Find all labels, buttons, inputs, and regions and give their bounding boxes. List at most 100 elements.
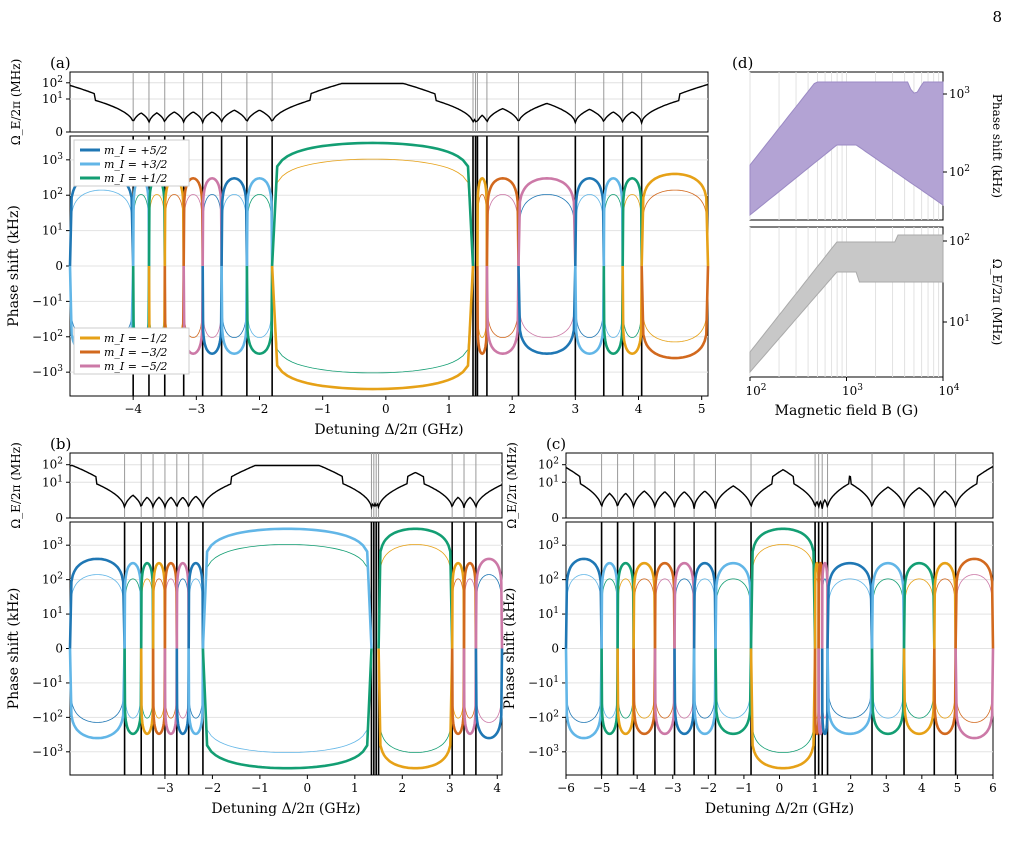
phase-lobe-upper-b-6 <box>187 561 205 649</box>
phase-thin-upper-c-15 <box>933 578 956 649</box>
phase-lobe-upper-c-4 <box>653 561 676 649</box>
phase-lobe-lower-c-2 <box>616 648 635 736</box>
phase-thin-upper-c-2 <box>617 578 634 649</box>
phase-thin-lower-a-15 <box>603 265 624 338</box>
omega-ylabel-c: Ω_E/2π (MHz) <box>505 442 519 529</box>
phase-lobe-lower-c-4 <box>653 648 676 736</box>
phase-thin-upper-b-3 <box>152 578 166 649</box>
xtick-label-a-3: −1 <box>314 402 332 416</box>
phase-thin-upper-a-5 <box>202 194 222 267</box>
xlabel-c: Detuning Δ/2π (GHz) <box>705 801 854 817</box>
phase-lobe-upper-c-5 <box>673 561 696 649</box>
phase-thin-lower-c-15 <box>933 648 956 719</box>
phase-lobe-lower-a-15 <box>602 265 624 356</box>
phase-lobe-upper-a-8 <box>270 141 475 267</box>
xtick-label-a-9: 5 <box>698 402 706 416</box>
xtick-label-c-4: −2 <box>699 781 717 795</box>
xtick-label-c-0: −6 <box>557 781 575 795</box>
phase-thin-upper-b-12 <box>451 578 465 649</box>
phase-thin-lower-b-14 <box>475 648 503 723</box>
d-xlabel: Magnetic field B (G) <box>775 403 919 419</box>
phase-ytick-label-c-2: 101 <box>538 606 559 621</box>
phase-lobe-upper-a-4 <box>182 176 204 267</box>
d-bottom-ylabel: Ω_E/2π (MHz) <box>990 259 1004 346</box>
legend-label-1: m_I = +3/2 <box>104 158 167 171</box>
xtick-label-c-10: 4 <box>918 781 926 795</box>
phase-lobe-lower-a-6 <box>220 265 249 356</box>
phase-thin-lower-c-16 <box>955 648 994 723</box>
phase-lobe-lower-c-14 <box>902 648 936 736</box>
phase-lobe-upper-a-12 <box>485 176 520 267</box>
omega-frame-c <box>565 452 994 519</box>
panel-label-b: (b) <box>50 435 71 453</box>
phase-thin-lower-b-1 <box>124 648 142 719</box>
phase-lobe-lower-a-11 <box>476 265 489 356</box>
phase-lobe-upper-c-15 <box>933 561 957 649</box>
xtick-label-c-8: 2 <box>847 781 855 795</box>
phase-thin-lower-b-12 <box>451 648 465 719</box>
xtick-label-c-9: 3 <box>882 781 890 795</box>
d-bottom-ytick-label-1: 101 <box>949 314 970 329</box>
phase-thin-lower-a-17 <box>641 265 709 343</box>
d-xtick-label-2: 104 <box>938 383 959 398</box>
phase-ytick-label-c-3: 0 <box>551 642 559 656</box>
panel-c <box>562 452 995 779</box>
phase-lobe-upper-b-0 <box>68 557 126 649</box>
xtick-label-b-1: −2 <box>204 781 222 795</box>
phase-lobe-upper-b-1 <box>123 561 143 649</box>
omega-ytick-label-a-1: 101 <box>42 91 63 106</box>
phase-thin-upper-c-7 <box>715 578 752 649</box>
phase-lobe-upper-a-7 <box>245 176 274 267</box>
phase-lobe-upper-c-7 <box>714 561 753 649</box>
phase-thin-upper-a-14 <box>574 194 605 267</box>
phase-ylabel-b: Phase shift (kHz) <box>6 588 22 710</box>
phase-ytick-label-c-0: 103 <box>538 537 559 552</box>
phase-thin-lower-b-3 <box>152 648 166 719</box>
phase-ytick-label-b-6: −103 <box>32 744 63 759</box>
phase-lobe-upper-c-12 <box>826 561 874 649</box>
omega-curve-a <box>69 82 709 126</box>
xtick-label-c-6: 0 <box>776 781 784 795</box>
phase-ytick-label-a-4: −101 <box>32 293 63 308</box>
phase-lobe-upper-a-11 <box>476 176 489 267</box>
phase-thin-upper-a-3 <box>164 194 185 267</box>
phase-lobe-upper-c-2 <box>616 561 635 649</box>
phase-lobe-lower-b-3 <box>151 648 167 736</box>
phase-lobe-lower-c-15 <box>933 648 957 736</box>
phase-lobe-lower-c-1 <box>600 648 619 736</box>
xtick-label-b-5: 2 <box>398 781 406 795</box>
phase-thin-upper-c-5 <box>674 578 695 649</box>
phase-ytick-label-b-4: −101 <box>32 675 63 690</box>
phase-thin-lower-a-5 <box>202 265 222 338</box>
phase-ytick-label-c-6: −103 <box>528 744 559 759</box>
phase-thin-upper-b-11 <box>378 544 453 649</box>
phase-lobe-upper-a-14 <box>574 176 606 267</box>
phase-lobe-upper-c-16 <box>954 557 995 649</box>
phase-ytick-label-b-3: 0 <box>55 642 63 656</box>
phase-thin-upper-a-13 <box>518 194 576 267</box>
phase-thin-lower-a-12 <box>486 265 519 338</box>
xlabel-a: Detuning Δ/2π (GHz) <box>314 422 463 438</box>
phase-lobe-lower-c-16 <box>954 648 995 740</box>
omega-ytick-label-b-1: 101 <box>42 474 63 489</box>
phase-thin-upper-b-6 <box>188 578 204 649</box>
phase-thin-lower-a-16 <box>622 265 643 338</box>
xtick-label-c-11: 5 <box>954 781 962 795</box>
omega-ylabel-a: Ω_E/2π (MHz) <box>9 59 23 146</box>
phase-thin-upper-c-6 <box>693 578 716 649</box>
phase-thin-upper-b-14 <box>475 574 503 649</box>
xtick-label-a-7: 3 <box>572 402 580 416</box>
phase-lobe-upper-b-2 <box>139 561 155 649</box>
phase-thin-upper-b-4 <box>164 578 178 649</box>
phase-lobe-lower-b-11 <box>377 648 454 770</box>
xtick-label-a-8: 4 <box>635 402 643 416</box>
phase-ytick-label-c-5: −102 <box>528 709 559 724</box>
phase-lobe-lower-a-16 <box>621 265 643 356</box>
legend-label-5: m_I = −5/2 <box>104 360 167 373</box>
phase-lobe-lower-c-11 <box>820 648 829 736</box>
phase-lobe-upper-c-8 <box>749 527 817 649</box>
phase-lobe-upper-c-6 <box>692 561 717 649</box>
phase-thin-upper-a-8 <box>271 158 474 267</box>
phase-thin-lower-c-1 <box>601 648 618 719</box>
phase-lobe-lower-b-5 <box>175 648 190 736</box>
